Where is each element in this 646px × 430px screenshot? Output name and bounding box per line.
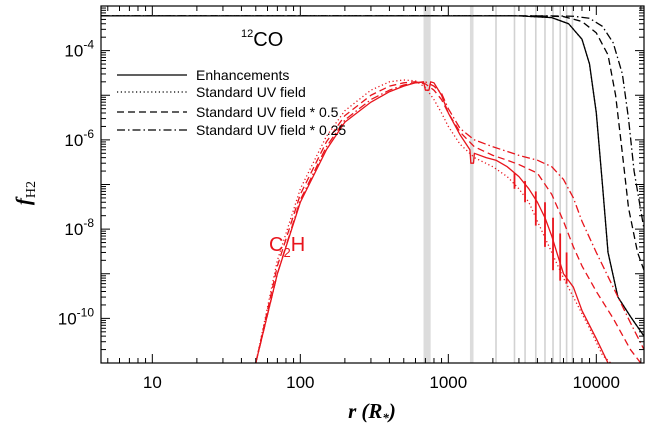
series-12co-dashdot <box>101 15 644 230</box>
y-axis-label-sub: H2 <box>24 181 39 198</box>
x-axis-label: r (R*) <box>348 399 396 425</box>
spikes <box>513 173 568 284</box>
series-layer <box>101 15 644 363</box>
co-annotation-superscript: 12 <box>241 28 253 40</box>
x-tick-label: 10 <box>143 373 162 392</box>
y-tick-label: 10-10 <box>58 305 95 328</box>
y-axis-label-main: f <box>11 196 35 205</box>
c2h-annotation: C2H <box>269 234 305 260</box>
y-axis-label: fH2 <box>11 181 39 205</box>
shaded-band-0 <box>423 6 431 363</box>
x-axis-label-close: ) <box>387 399 396 423</box>
legend-label-enhancements: Enhancements <box>196 67 289 83</box>
legend-label-standard-uv-half: Standard UV field * 0.5 <box>196 104 339 120</box>
series-12co-dotted <box>101 15 644 337</box>
y-tick-label: 10-6 <box>64 127 94 150</box>
y-tick-label: 10-4 <box>64 38 94 61</box>
legend-label-standard-uv: Standard UV field <box>196 84 306 100</box>
axis-ticks <box>101 5 644 364</box>
shaded-band-1 <box>469 6 474 363</box>
tick-labels: 10 100 1000 10000 10-10 10-8 10-6 10-4 <box>58 38 620 392</box>
co-annotation: 12CO <box>241 28 283 51</box>
legend-label-standard-uv-quarter: Standard UV field * 0.25 <box>196 122 346 138</box>
c2h-annotation-main: C <box>269 234 283 256</box>
c2h-annotation-subscript: 2 <box>283 245 290 260</box>
co-annotation-main: CO <box>253 29 283 51</box>
x-tick-label: 100 <box>286 373 314 392</box>
c2h-annotation-end: H <box>291 234 305 256</box>
legend: Enhancements Standard UV field Standard … <box>117 67 346 138</box>
x-tick-label: 10000 <box>573 373 620 392</box>
y-tick-label: 10-8 <box>64 216 94 239</box>
series-c2h-solid <box>255 81 609 363</box>
x-axis-label-symbol: R <box>367 399 382 423</box>
x-axis-label-space: ( <box>361 399 370 423</box>
series-c2h-dashed <box>255 81 642 363</box>
x-axis-label-main: r <box>348 399 357 423</box>
shaded-bands <box>423 6 474 363</box>
x-axis-label-subscript: * <box>382 410 389 425</box>
x-tick-label: 1000 <box>429 373 467 392</box>
